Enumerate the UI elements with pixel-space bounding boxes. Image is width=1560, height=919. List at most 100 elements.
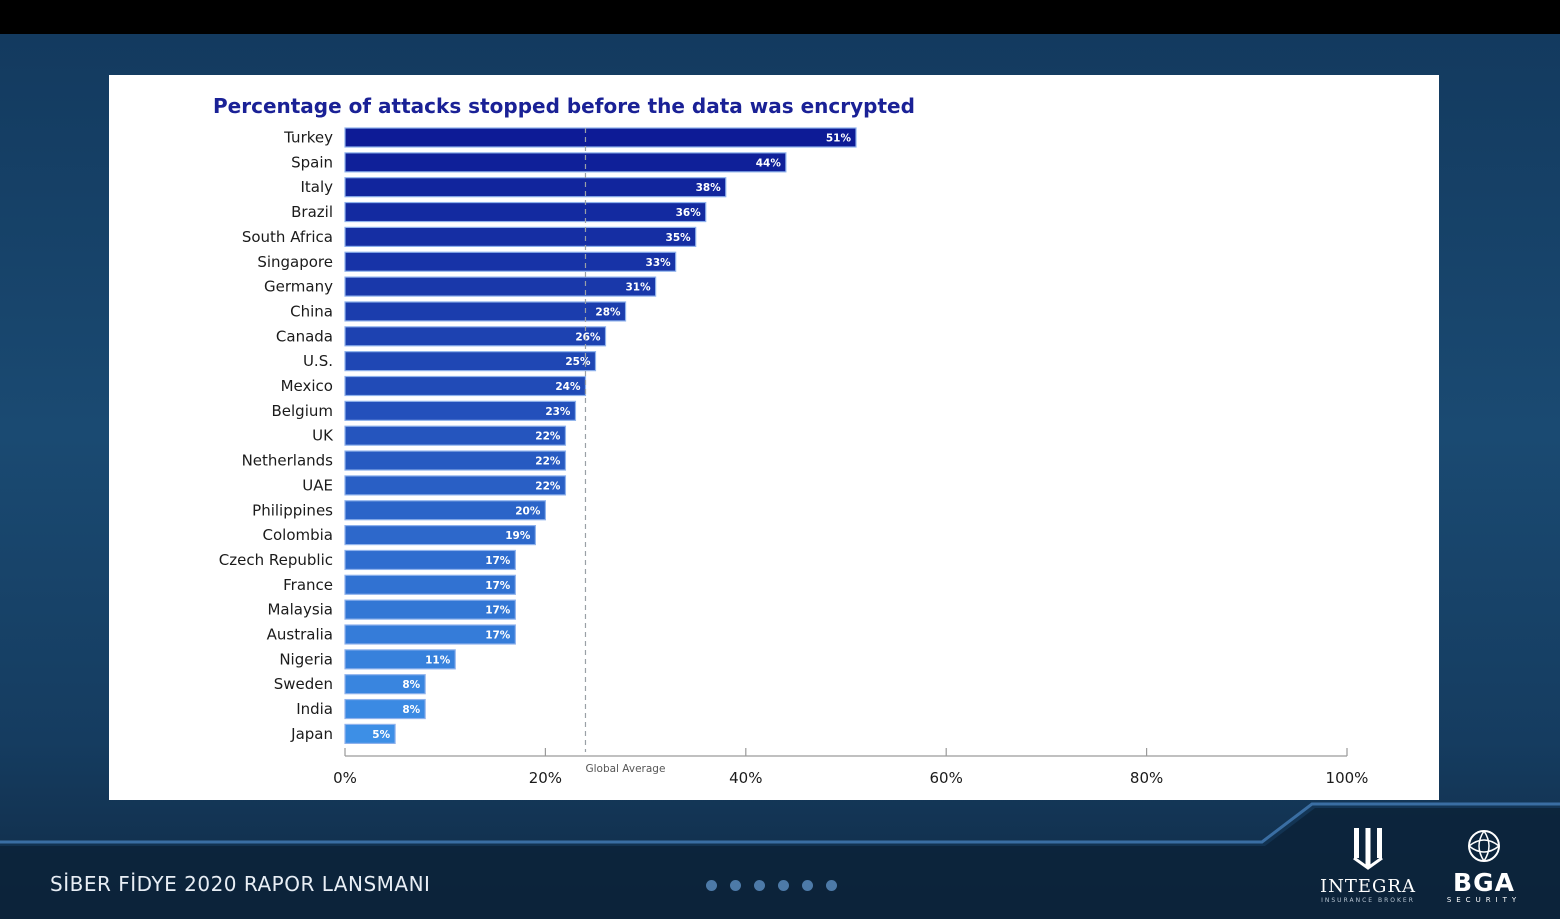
bar-value-label: 25% <box>565 356 591 368</box>
category-label: Mexico <box>281 377 333 395</box>
bar <box>344 201 707 223</box>
chart-title: Percentage of attacks stopped before the… <box>213 94 915 118</box>
category-label: Netherlands <box>242 452 334 470</box>
bar-value-label: 19% <box>505 530 531 542</box>
integra-logo: INTEGRA INSURANCE BROKER <box>1318 826 1418 904</box>
category-label: Colombia <box>263 526 334 544</box>
bar <box>344 549 516 571</box>
category-label: Australia <box>267 626 333 644</box>
bar <box>344 375 587 397</box>
bar-value-label: 33% <box>646 257 672 269</box>
category-label: Nigeria <box>279 650 333 668</box>
bar-value-label: 51% <box>826 133 852 145</box>
bar <box>344 525 536 546</box>
pager-dot[interactable] <box>802 880 813 891</box>
bga-logo-sub: SECURITY <box>1446 896 1522 904</box>
bar-value-label: 11% <box>425 654 451 666</box>
x-tick-label: 60% <box>930 769 963 787</box>
bar-value-label: 17% <box>485 630 511 642</box>
category-label: Germany <box>264 278 333 296</box>
bar-value-label: 17% <box>485 555 511 567</box>
bar-value-label: 17% <box>485 605 511 617</box>
bar <box>344 599 516 620</box>
bar <box>344 674 426 695</box>
category-label: UAE <box>302 476 333 494</box>
bar <box>344 425 567 446</box>
category-label: France <box>283 576 333 594</box>
x-tick-label: 80% <box>1130 769 1163 787</box>
bar-value-label: 22% <box>535 480 561 492</box>
chart-card: Percentage of attacks stopped before the… <box>109 75 1439 800</box>
x-tick-label: 40% <box>729 769 762 787</box>
pager-dot[interactable] <box>778 880 789 891</box>
bar-value-label: 31% <box>625 282 651 294</box>
bar <box>344 177 727 198</box>
category-label: UK <box>312 427 334 445</box>
bar-value-label: 8% <box>402 679 420 691</box>
category-label: Singapore <box>257 253 333 271</box>
pager-dot[interactable] <box>754 880 765 891</box>
bar-value-label: 36% <box>676 207 702 219</box>
bar-value-label: 24% <box>555 381 581 393</box>
bar-value-label: 23% <box>545 406 571 418</box>
integra-logo-name: INTEGRA <box>1320 876 1416 897</box>
bar <box>344 450 567 471</box>
slide-pager <box>706 880 837 891</box>
footer-title: SİBER FİDYE 2020 RAPOR LANSMANI <box>50 872 431 896</box>
bar <box>344 127 857 148</box>
category-label: Belgium <box>272 402 334 420</box>
bga-logo-name: BGA <box>1453 868 1515 897</box>
pager-dot[interactable] <box>826 880 837 891</box>
footer-band <box>0 800 1560 919</box>
bar <box>344 624 516 645</box>
pager-dot[interactable] <box>706 880 717 891</box>
category-label: Sweden <box>274 675 333 693</box>
bar-value-label: 17% <box>485 580 511 592</box>
bar-value-label: 5% <box>372 729 390 741</box>
bar <box>344 152 787 173</box>
bar-value-label: 44% <box>756 157 782 169</box>
bar-value-label: 20% <box>515 505 541 517</box>
bga-logo: BGA SECURITY <box>1440 826 1528 904</box>
bar-chart: Percentage of attacks stopped before the… <box>213 94 1369 787</box>
bar-value-label: 22% <box>535 431 561 443</box>
category-label: Czech Republic <box>219 551 333 569</box>
bar-value-label: 26% <box>575 331 601 343</box>
bar <box>344 400 577 421</box>
bar <box>344 251 677 272</box>
category-label: Italy <box>300 178 333 196</box>
top-bar <box>0 0 1560 34</box>
category-label: Malaysia <box>267 601 333 619</box>
global-average-label: Global Average <box>585 763 665 775</box>
bar <box>344 500 546 521</box>
bar-value-label: 22% <box>535 456 561 468</box>
bar <box>344 723 396 745</box>
bar <box>344 574 516 595</box>
bar-value-label: 8% <box>402 704 420 716</box>
pager-dot[interactable] <box>730 880 741 891</box>
bga-logo-icon <box>1468 830 1500 862</box>
bar <box>344 698 426 720</box>
bar <box>344 351 597 372</box>
x-tick-label: 0% <box>333 769 357 787</box>
category-label: Spain <box>291 153 333 171</box>
x-tick-label: 100% <box>1326 769 1369 787</box>
bar <box>344 276 657 297</box>
bar <box>344 475 567 496</box>
category-label: Philippines <box>252 501 333 519</box>
bar-value-label: 35% <box>666 232 692 244</box>
bar <box>344 301 627 322</box>
category-label: India <box>296 700 333 718</box>
category-label: China <box>290 302 333 320</box>
category-label: Brazil <box>291 203 333 221</box>
category-label: Japan <box>290 725 333 743</box>
integra-logo-icon <box>1353 828 1383 870</box>
category-label: South Africa <box>242 228 333 246</box>
bar <box>344 649 456 670</box>
bar-value-label: 28% <box>595 306 621 318</box>
bar <box>344 326 607 347</box>
x-tick-label: 20% <box>529 769 562 787</box>
category-label: Canada <box>276 327 333 345</box>
bar-value-label: 38% <box>696 182 722 194</box>
integra-logo-sub: INSURANCE BROKER <box>1321 897 1415 904</box>
